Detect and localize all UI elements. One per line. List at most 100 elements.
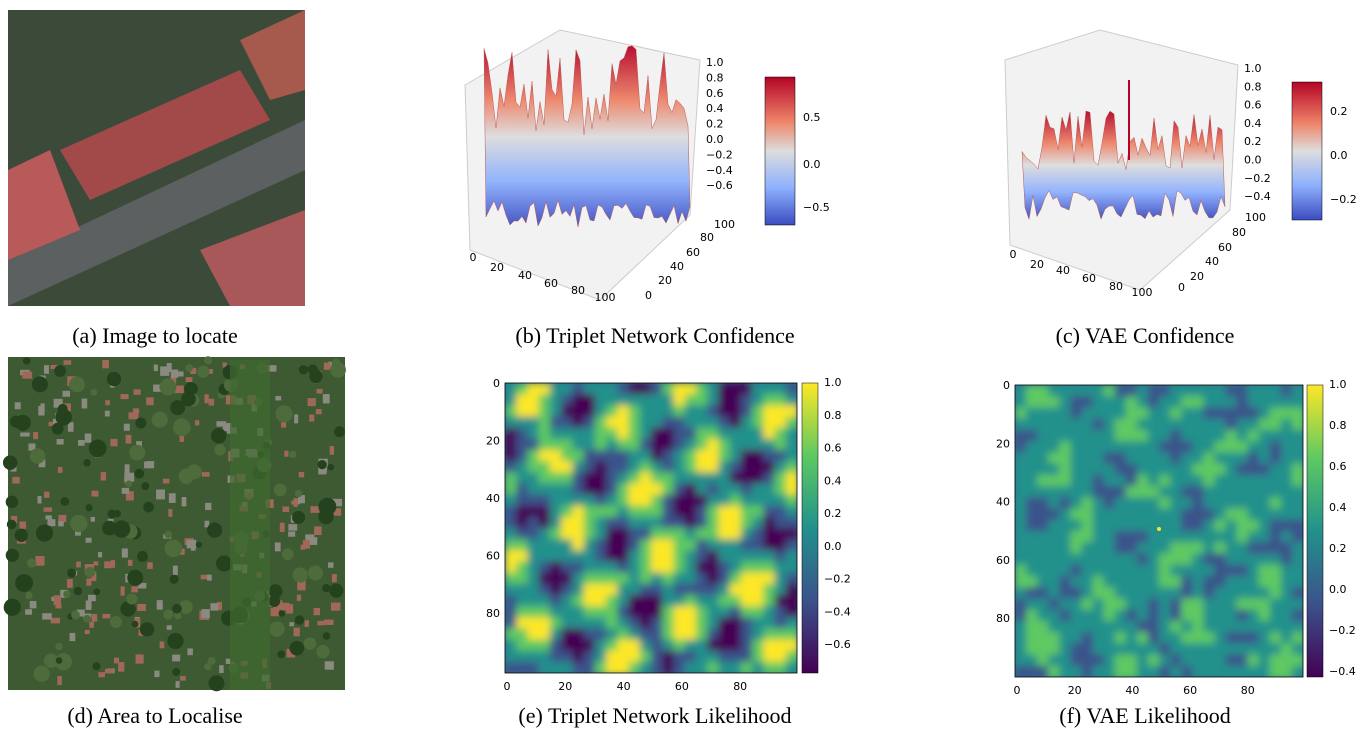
cell — [662, 516, 676, 530]
cell — [1258, 531, 1272, 545]
cell — [1048, 497, 1062, 511]
cell — [561, 494, 575, 508]
z-tick-label: 0.2 — [1244, 135, 1262, 148]
cell — [561, 394, 575, 408]
cell — [1181, 486, 1195, 500]
cell — [1015, 497, 1029, 511]
cell — [695, 472, 710, 486]
cell — [1037, 609, 1051, 623]
cell — [549, 650, 564, 664]
cell — [572, 449, 586, 464]
cell — [1214, 497, 1228, 511]
cell — [1103, 407, 1117, 421]
roof — [60, 70, 270, 200]
cell — [1203, 497, 1217, 511]
house — [219, 665, 224, 673]
tree — [292, 510, 306, 524]
x-tick-label: 40 — [518, 269, 532, 282]
cell — [1059, 396, 1073, 410]
cell — [684, 405, 698, 419]
cell — [527, 572, 541, 586]
cell — [1291, 564, 1303, 578]
cell — [662, 494, 676, 508]
cell — [1192, 385, 1206, 399]
cell — [583, 528, 597, 542]
cell — [1258, 654, 1272, 668]
cell — [1081, 497, 1095, 511]
tree — [71, 610, 80, 620]
cell — [1291, 609, 1303, 623]
house — [310, 506, 320, 513]
house — [186, 539, 197, 549]
cell — [752, 416, 766, 430]
house — [331, 574, 337, 583]
cell — [1269, 474, 1283, 489]
cell — [527, 461, 541, 475]
cell — [729, 383, 743, 397]
cell — [1070, 396, 1084, 410]
tree — [131, 620, 139, 628]
cell — [707, 483, 721, 497]
cell — [1147, 486, 1161, 500]
cell — [763, 461, 777, 475]
colorbar-tick-label: 0.2 — [1330, 105, 1348, 118]
house — [84, 629, 90, 635]
cell — [549, 583, 564, 597]
cell — [740, 416, 755, 430]
cell — [662, 550, 676, 564]
cell — [1258, 542, 1272, 556]
house — [50, 617, 61, 624]
cell — [1214, 407, 1228, 421]
cell — [1203, 385, 1217, 399]
cell — [651, 394, 665, 408]
cell — [1103, 508, 1117, 522]
cell — [752, 483, 766, 497]
tree — [294, 615, 305, 625]
cell — [1125, 463, 1139, 477]
house — [317, 620, 324, 626]
cell — [1147, 665, 1161, 677]
cell — [1015, 587, 1029, 601]
cell — [1136, 643, 1150, 657]
cell — [774, 650, 788, 664]
cell — [651, 572, 665, 586]
caption: (c) VAE Confidence — [1056, 323, 1235, 348]
cell — [707, 449, 721, 464]
house — [90, 571, 97, 582]
cell — [1048, 407, 1062, 421]
x-tick-label: 0 — [470, 251, 477, 264]
cell — [1258, 497, 1272, 511]
tree — [6, 519, 17, 530]
cell — [774, 483, 788, 497]
cell — [1236, 587, 1250, 601]
cell — [684, 594, 698, 609]
cell — [505, 594, 519, 609]
cell — [763, 561, 777, 575]
cell — [785, 583, 797, 597]
cell — [1147, 418, 1161, 432]
cell — [1026, 486, 1040, 500]
cell — [594, 639, 609, 653]
cell — [516, 483, 530, 497]
cell — [1258, 396, 1272, 410]
house — [180, 676, 186, 681]
cell — [606, 383, 620, 397]
tree — [88, 439, 107, 458]
cell — [651, 472, 665, 486]
cell — [763, 449, 777, 464]
cell — [1214, 654, 1228, 668]
cell — [1103, 575, 1117, 590]
cell — [1059, 643, 1073, 657]
cell — [1081, 620, 1095, 635]
cell — [1026, 542, 1040, 556]
x-tick-label: 80 — [733, 680, 747, 693]
cell — [763, 528, 777, 542]
tree — [70, 514, 88, 533]
cell — [1225, 519, 1239, 533]
cell — [1059, 598, 1073, 612]
x-tick-label: 0 — [1014, 684, 1021, 697]
cell — [1136, 654, 1150, 668]
cell — [774, 628, 788, 642]
cell — [572, 639, 586, 653]
cell — [561, 550, 575, 564]
